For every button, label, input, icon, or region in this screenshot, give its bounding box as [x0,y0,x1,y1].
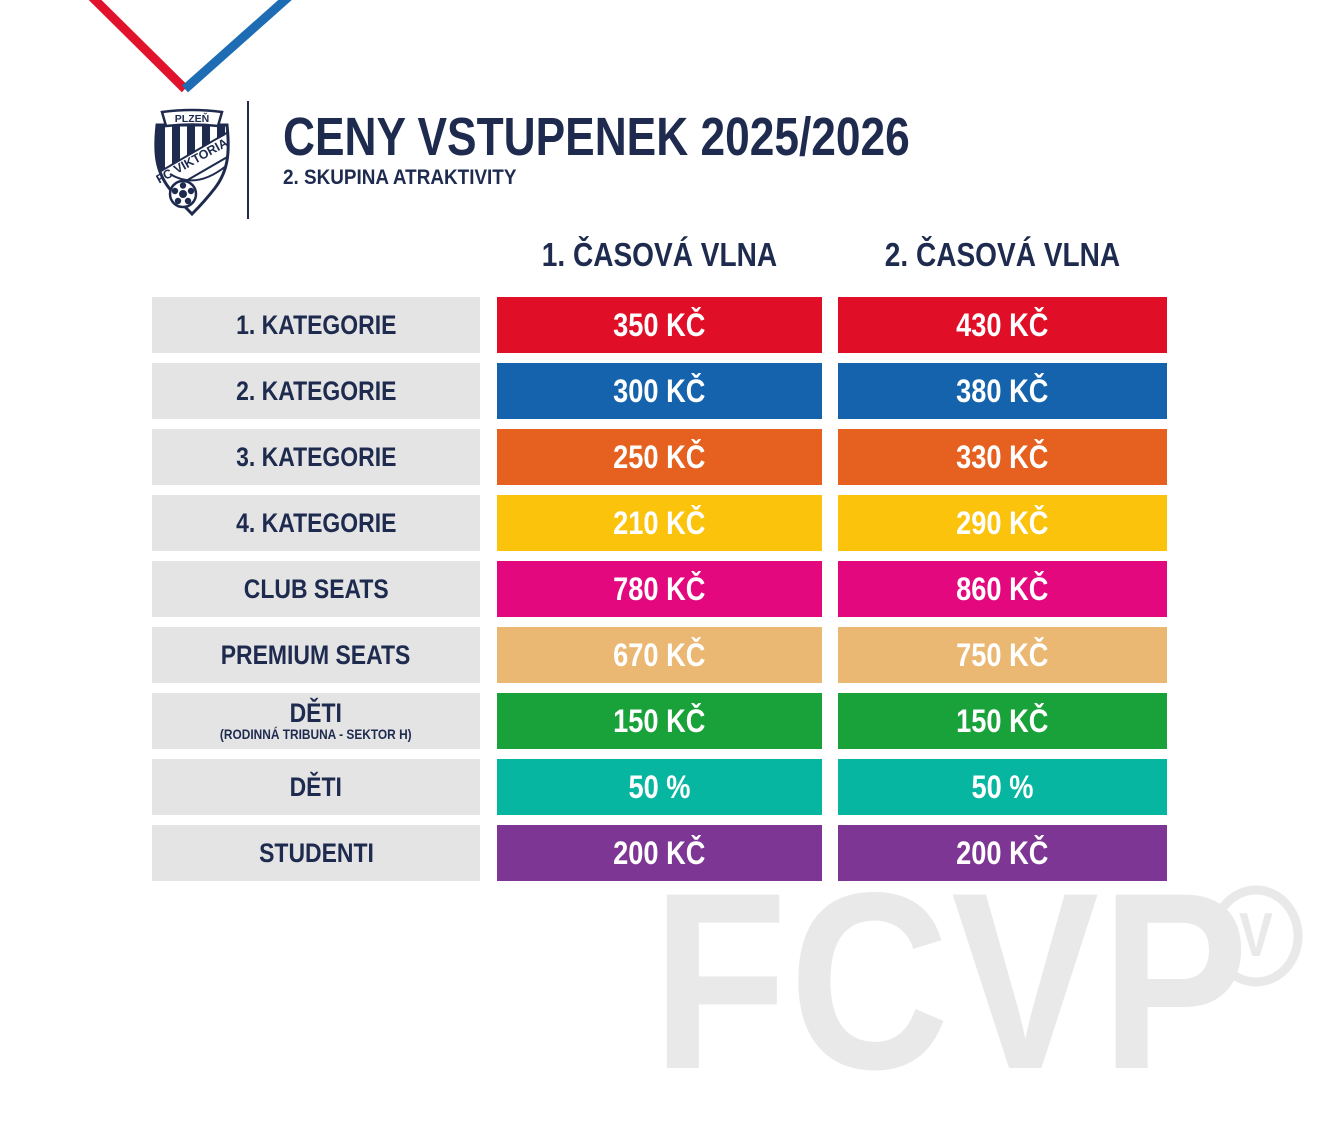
page-subtitle: 2. SKUPINA ATRAKTIVITY [283,166,517,189]
wave2-price-cell: 380 KČ [838,363,1167,419]
football-icon [168,179,198,209]
category-label: 3. KATEGORIE [235,441,397,472]
category-label-cell: PREMIUM SEATS [152,627,480,683]
table-row: PREMIUM SEATS 670 KČ 750 KČ [152,627,1167,683]
category-label-cell: CLUB SEATS [152,561,480,617]
table-row: CLUB SEATS 780 KČ 860 KČ [152,561,1167,617]
column-header-wave2: 2. ČASOVÁ VLNA [884,236,1121,273]
category-label-cell: 3. KATEGORIE [152,429,480,485]
category-label: DĚTI [289,771,343,802]
wave2-price-cell: 50 % [838,759,1167,815]
category-label-cell: 2. KATEGORIE [152,363,480,419]
wave2-price: 50 % [971,768,1034,805]
category-label: 1. KATEGORIE [235,309,397,340]
table-row: DĚTI 50 % 50 % [152,759,1167,815]
category-label: 2. KATEGORIE [235,375,397,406]
wave1-price: 150 KČ [613,702,706,739]
wave1-price-cell: 50 % [497,759,822,815]
wave1-price: 350 KČ [613,306,706,343]
category-label: DĚTI [289,698,343,729]
category-label-cell: DĚTI (RODINNÁ TRIBUNA - SEKTOR H) [152,693,480,749]
crest-banner [160,108,224,128]
wave2-price: 330 KČ [956,438,1049,475]
wave1-price-cell: 210 KČ [497,495,822,551]
wave2-price-cell: 330 KČ [838,429,1167,485]
category-label-cell: DĚTI [152,759,480,815]
chevron-blue-arm [182,0,292,93]
wave1-price: 210 KČ [613,504,706,541]
header-divider [247,101,249,219]
wave2-price: 150 KČ [956,702,1049,739]
price-table: 1. KATEGORIE 350 KČ 430 KČ 2. KATEGORIE … [152,297,1167,891]
wave2-price-cell: 290 KČ [838,495,1167,551]
wave2-price-cell: 200 KČ [838,825,1167,881]
wave1-price-cell: 150 KČ [497,693,822,749]
table-row: 3. KATEGORIE 250 KČ 330 KČ [152,429,1167,485]
wave1-price: 200 KČ [613,834,706,871]
category-label-cell: STUDENTI [152,825,480,881]
wave2-price: 430 KČ [956,306,1049,343]
wave1-price: 670 KČ [613,636,706,673]
wave2-price: 200 KČ [956,834,1049,871]
page-title: CENY VSTUPENEK 2025/2026 [283,107,910,167]
table-row: 2. KATEGORIE 300 KČ 380 KČ [152,363,1167,419]
wave1-price-cell: 200 KČ [497,825,822,881]
club-crest-logo: FC VIKTORIA PLZEŇ [154,108,230,217]
category-label: 4. KATEGORIE [235,507,397,538]
chevron-v-decoration [88,0,292,93]
chevron-red-arm [88,0,189,93]
wave1-price-cell: 670 KČ [497,627,822,683]
wave1-price: 50 % [628,768,691,805]
wave2-price: 380 KČ [956,372,1049,409]
wave1-price-cell: 350 KČ [497,297,822,353]
table-row: STUDENTI 200 KČ 200 KČ [152,825,1167,881]
table-row: 4. KATEGORIE 210 KČ 290 KČ [152,495,1167,551]
category-label-cell: 4. KATEGORIE [152,495,480,551]
column-header-wave1: 1. ČASOVÁ VLNA [541,236,778,273]
wave2-price: 750 KČ [956,636,1049,673]
wave1-price-cell: 300 KČ [497,363,822,419]
table-row: DĚTI (RODINNÁ TRIBUNA - SEKTOR H) 150 KČ… [152,693,1167,749]
wave1-price-cell: 780 KČ [497,561,822,617]
wave1-price: 250 KČ [613,438,706,475]
v-circle-letter: V [1239,901,1273,970]
wave2-price-cell: 150 KČ [838,693,1167,749]
wave2-price-cell: 750 KČ [838,627,1167,683]
table-row: 1. KATEGORIE 350 KČ 430 KČ [152,297,1167,353]
wave1-price: 780 KČ [613,570,706,607]
category-sublabel: (RODINNÁ TRIBUNA - SEKTOR H) [220,726,412,743]
category-label: STUDENTI [258,837,374,868]
category-label: CLUB SEATS [243,573,389,604]
crest-banner-text: PLZEŇ [175,112,209,125]
v-circle-watermark-icon: V [1209,885,1303,987]
category-label-cell: 1. KATEGORIE [152,297,480,353]
wave2-price: 290 KČ [956,504,1049,541]
wave1-price: 300 KČ [613,372,706,409]
wave2-price: 860 KČ [956,570,1049,607]
wave2-price-cell: 430 KČ [838,297,1167,353]
wave1-price-cell: 250 KČ [497,429,822,485]
category-label: PREMIUM SEATS [221,639,411,670]
wave2-price-cell: 860 KČ [838,561,1167,617]
